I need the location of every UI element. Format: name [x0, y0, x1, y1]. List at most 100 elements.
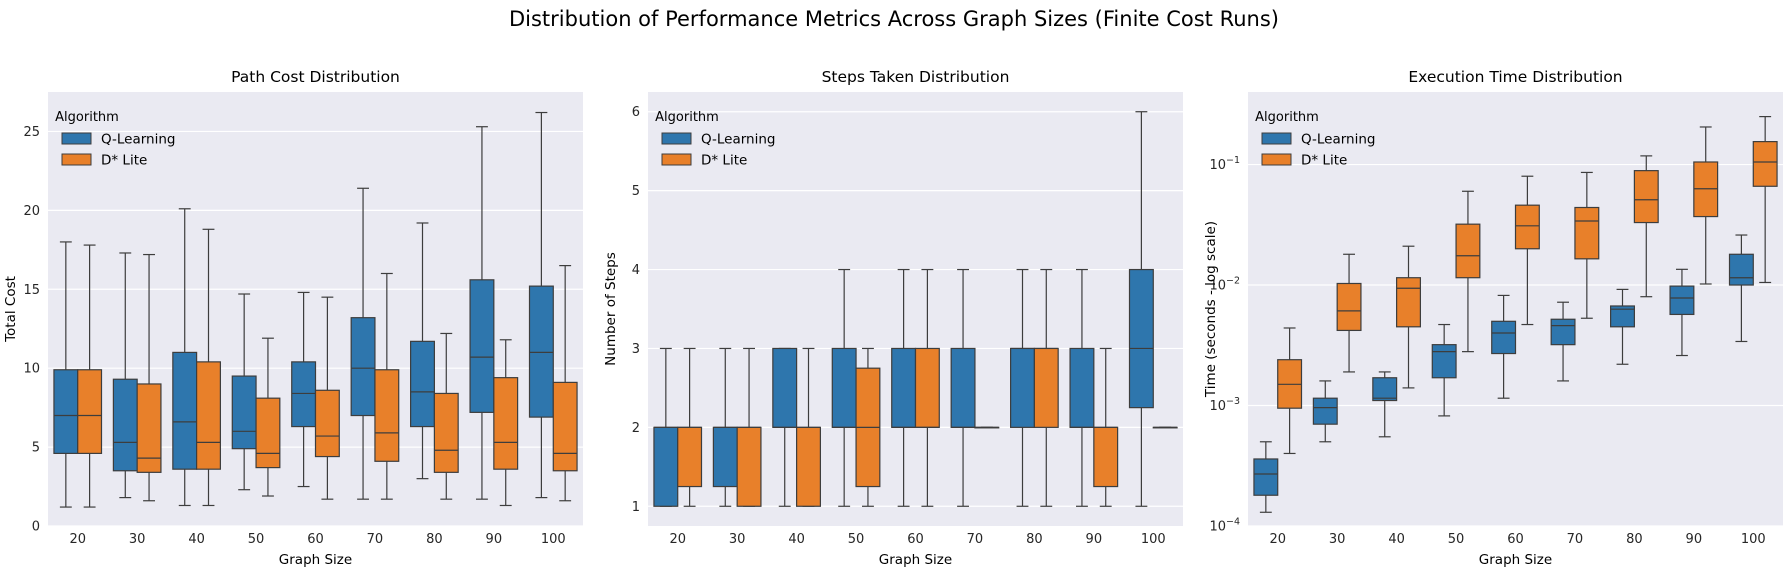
iqr-box [77, 369, 103, 455]
y-tick-base: 10 [1209, 520, 1226, 535]
y-tick-label: 20 [23, 204, 40, 219]
y-tick-label: 3 [632, 342, 640, 357]
panel-title: Path Cost Distribution [231, 68, 400, 86]
box-80 [1010, 268, 1035, 507]
iqr-box [231, 375, 257, 450]
x-tick-label: 100 [1141, 532, 1166, 547]
box-90 [493, 339, 519, 507]
x-tick-label: 40 [1388, 532, 1405, 547]
iqr-box [255, 397, 281, 469]
x-tick-label: 70 [967, 532, 984, 547]
x-axis-label: Graph Size [879, 552, 952, 568]
box-80 [1633, 155, 1659, 298]
x-tick-label: 80 [426, 532, 443, 547]
legend-title: Algorithm [655, 110, 719, 125]
x-tick-label: 50 [1448, 532, 1465, 547]
x-tick-label: 40 [188, 532, 205, 547]
box-40 [1372, 371, 1398, 438]
box-50 [255, 337, 281, 497]
box-70 [974, 426, 1000, 429]
iqr-box [1312, 397, 1338, 425]
iqr-box [1610, 305, 1635, 328]
box-50 [855, 347, 881, 507]
legend-cost: Algorithm Q-Learning D* Lite [55, 110, 175, 169]
y-tick-label: 2 [632, 421, 640, 436]
legend-swatch [1261, 153, 1292, 166]
y-tick-exponent: −2 [1226, 276, 1240, 287]
box-90 [1093, 347, 1119, 507]
iqr-box [112, 378, 138, 472]
box-70 [1574, 171, 1600, 319]
box-50 [1455, 190, 1481, 353]
iqr-box [1010, 347, 1035, 428]
iqr-box [950, 347, 976, 428]
box-20 [77, 244, 103, 508]
panel-cost: 0 5 10 15 20 25 20 30 40 50 60 70 80 90 100 Path Cost D… [3, 68, 583, 568]
box-40 [772, 347, 798, 507]
iqr-box [528, 285, 554, 418]
iqr-box [493, 377, 519, 470]
iqr-box [891, 347, 917, 428]
x-tick-label: 90 [486, 532, 503, 547]
x-tick-label: 40 [788, 532, 805, 547]
panel-time: 10−410−310−210−120 30 40 50 60 70 80 90 100Execu… [1203, 68, 1783, 568]
x-tick-label: 100 [1741, 532, 1766, 547]
x-tick-label: 60 [1507, 532, 1524, 547]
y-tick-label: 10−1 [1209, 155, 1240, 173]
iqr-box [291, 361, 317, 428]
box-100 [1152, 426, 1178, 429]
iqr-box [1033, 347, 1059, 428]
iqr-box [1128, 268, 1154, 409]
x-tick-label: 70 [367, 532, 384, 547]
box-90 [1069, 268, 1095, 507]
legend-label: D* Lite [101, 153, 147, 169]
legend-swatch [661, 132, 692, 145]
box-30 [736, 347, 762, 507]
y-tick-label: 10 [23, 362, 40, 377]
series-q-learning [53, 111, 554, 508]
x-tick-label: 20 [669, 532, 686, 547]
box-90 [469, 126, 495, 500]
x-tick-label: 60 [907, 532, 924, 547]
y-tick-exponent: −1 [1226, 155, 1240, 166]
iqr-box [1728, 253, 1754, 286]
iqr-box [374, 369, 400, 462]
legend-label: D* Lite [701, 153, 747, 169]
iqr-box [552, 381, 578, 472]
box-70 [374, 272, 400, 500]
box-80 [410, 222, 435, 480]
y-tick-label: 5 [632, 184, 640, 199]
x-tick-label: 30 [129, 532, 146, 547]
iqr-box [831, 347, 857, 428]
iqr-box [677, 426, 703, 488]
iqr-box [796, 426, 821, 507]
iqr-box [172, 351, 198, 470]
x-tick-label: 50 [248, 532, 265, 547]
box-40 [196, 228, 221, 507]
y-tick-label: 1 [632, 500, 640, 515]
box-80 [1610, 288, 1635, 365]
y-tick-label: 5 [32, 441, 40, 456]
iqr-box [1253, 458, 1279, 496]
iqr-box [1455, 223, 1481, 279]
iqr-box [1372, 377, 1398, 402]
x-tick-label: 60 [307, 532, 324, 547]
x-tick-label: 90 [1686, 532, 1703, 547]
x-tick-label: 80 [1626, 532, 1643, 547]
box-20 [1253, 441, 1279, 513]
box-70 [350, 187, 376, 500]
box-60 [314, 296, 340, 500]
box-20 [1277, 327, 1303, 455]
iqr-box [1093, 426, 1119, 488]
legend-label: D* Lite [1301, 153, 1347, 169]
legend-time: Algorithm Q-Learning D* Lite [1255, 110, 1375, 169]
legend-label: Q-Learning [701, 132, 775, 148]
iqr-box [1633, 170, 1659, 224]
box-50 [831, 268, 857, 507]
y-tick-label: 10−3 [1209, 396, 1240, 414]
box-80 [1033, 268, 1059, 507]
x-tick-label: 80 [1026, 532, 1043, 547]
series-d-lite [677, 268, 1178, 507]
y-axis-label: Number of Steps [603, 252, 619, 366]
